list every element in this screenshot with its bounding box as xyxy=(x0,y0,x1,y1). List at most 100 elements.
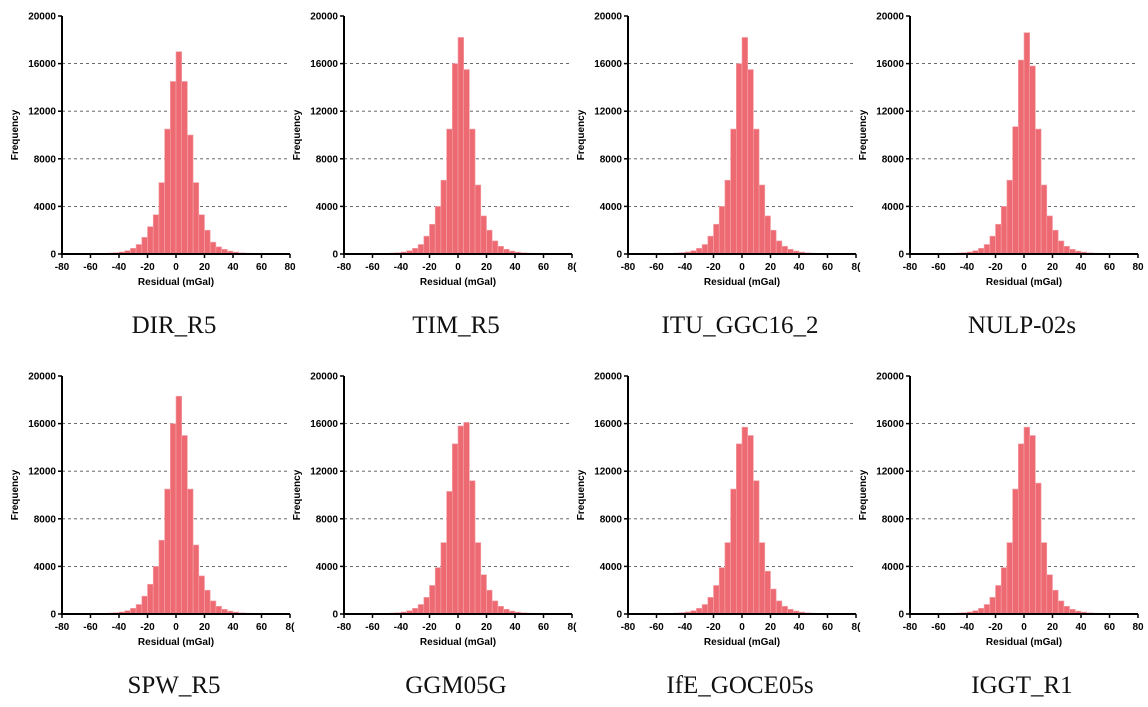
x-tick-label: -60 xyxy=(649,622,664,633)
histogram-bar xyxy=(204,229,211,255)
x-tick-label: -80 xyxy=(337,622,352,633)
x-tick-label: 0 xyxy=(1021,622,1027,633)
histogram-bar xyxy=(1040,184,1048,255)
x-tick-label: -80 xyxy=(621,262,636,273)
x-tick-label: 0 xyxy=(173,262,179,273)
histogram-bar xyxy=(1057,240,1065,255)
histogram-bar xyxy=(1052,589,1059,615)
y-tick-label: 0 xyxy=(616,610,622,621)
panel-caption: DIR_R5 xyxy=(132,312,217,339)
histogram-bar xyxy=(995,585,1002,615)
histogram-bar xyxy=(152,566,160,615)
panel-caption: ITU_GGC16_2 xyxy=(662,312,819,339)
histogram-bar xyxy=(486,229,493,255)
x-tick-label: 40 xyxy=(227,622,239,633)
histogram-bar xyxy=(491,240,499,255)
histogram-panel: 0 4000 8000 12000 16000 20000 -80 -60 -40 -20 0 20 4… xyxy=(858,372,1144,700)
x-tick-label: -40 xyxy=(678,622,693,633)
y-tick-label: 8000 xyxy=(882,154,905,165)
histogram-bar xyxy=(463,69,470,255)
histogram-bar xyxy=(198,575,205,615)
histogram-bar xyxy=(135,604,143,615)
histogram-bar xyxy=(983,244,991,255)
histogram-bar xyxy=(758,184,766,255)
histogram-bar xyxy=(451,63,459,255)
histogram-bar xyxy=(1063,605,1070,615)
y-tick-label: 20000 xyxy=(310,12,338,23)
histogram-bar xyxy=(1023,426,1030,615)
histogram-bar xyxy=(417,604,425,615)
y-tick-label: 8000 xyxy=(882,514,905,525)
histogram-bar xyxy=(158,539,165,615)
histogram-bar xyxy=(1046,574,1053,615)
histogram-bar xyxy=(1000,567,1008,615)
y-tick-label: 12000 xyxy=(876,107,904,118)
x-tick-label: -40 xyxy=(394,622,409,633)
histogram-bar xyxy=(1012,126,1019,255)
x-tick-label: -40 xyxy=(678,262,693,273)
x-tick-label: -80 xyxy=(337,262,352,273)
y-tick-label: 4000 xyxy=(316,202,339,213)
y-tick-label: 20000 xyxy=(310,372,338,383)
x-tick-label: 80 xyxy=(284,262,296,273)
y-tick-label: 16000 xyxy=(310,59,338,70)
y-tick-label: 16000 xyxy=(594,59,622,70)
histogram-bar xyxy=(147,226,154,255)
panel-caption: IfE_GOCE05s xyxy=(666,672,813,699)
histogram-bar xyxy=(1035,482,1042,615)
histogram-bar xyxy=(753,480,760,615)
x-tick-label: 0 xyxy=(739,262,745,273)
x-tick-label: 40 xyxy=(1075,622,1087,633)
histogram-panel: 0 4000 8000 12000 16000 20000 -80 -60 -40 -20 0 20 4… xyxy=(10,372,295,700)
y-tick-label: 8000 xyxy=(34,514,57,525)
histogram-bar xyxy=(730,488,737,615)
histogram-bar xyxy=(995,223,1002,255)
x-tick-label: -20 xyxy=(706,622,721,633)
x-tick-label: -20 xyxy=(422,262,437,273)
histogram-bar xyxy=(474,542,482,615)
histogram-bar xyxy=(158,182,165,255)
histogram-bar xyxy=(181,435,188,615)
y-tick-label: 16000 xyxy=(310,419,338,430)
histogram-bar xyxy=(192,544,200,615)
y-tick-label: 12000 xyxy=(594,467,622,478)
histogram-panel: 0 4000 8000 12000 16000 20000 -80 -60 -40 -20 0 20 4… xyxy=(576,372,861,700)
x-tick-label: -60 xyxy=(365,622,380,633)
y-tick-label: 0 xyxy=(332,610,338,621)
y-tick-label: 20000 xyxy=(28,372,56,383)
y-axis-title: Frequency xyxy=(10,469,21,520)
y-tick-label: 20000 xyxy=(28,12,56,23)
y-tick-label: 8000 xyxy=(34,154,57,165)
histogram-panel: 0 4000 8000 12000 16000 20000 -80 -60 -40 -20 0 20 4… xyxy=(10,12,296,340)
histogram-bar xyxy=(209,600,217,615)
histogram-panel: 0 4000 8000 12000 16000 20000 -80 -60 -40 -20 0 20 4… xyxy=(292,372,577,700)
x-tick-label: -40 xyxy=(960,262,975,273)
histogram-bar xyxy=(770,229,777,255)
x-tick-label: -80 xyxy=(903,262,918,273)
histogram-panel: 0 4000 8000 12000 16000 20000 -80 -60 -40 -20 0 20 4… xyxy=(858,12,1144,340)
x-tick-label: 20 xyxy=(1047,622,1059,633)
histogram-bar xyxy=(141,595,148,615)
x-tick-label: 20 xyxy=(481,262,493,273)
histogram-bar xyxy=(735,443,743,615)
x-axis-title: Residual (mGal) xyxy=(420,637,496,648)
x-tick-label: -80 xyxy=(55,622,70,633)
panel-caption: GGM05G xyxy=(405,672,506,699)
x-tick-label: -20 xyxy=(140,262,155,273)
histogram-bar xyxy=(141,237,148,255)
histogram-bar xyxy=(192,182,200,255)
x-tick-label: -40 xyxy=(960,622,975,633)
histogram-bar xyxy=(713,223,720,255)
x-tick-label: 80 xyxy=(1132,262,1144,273)
y-axis-title: Frequency xyxy=(858,469,869,520)
x-tick-label: -40 xyxy=(394,262,409,273)
histogram-bar xyxy=(747,69,754,255)
x-tick-label: -60 xyxy=(931,622,946,633)
histogram-bar xyxy=(764,215,771,255)
y-tick-label: 4000 xyxy=(34,562,57,573)
histogram-bar xyxy=(707,235,714,255)
x-axis-title: Residual (mGal) xyxy=(986,277,1062,288)
histogram-bar xyxy=(1006,179,1013,255)
histogram-bar xyxy=(989,597,996,615)
x-tick-label: -20 xyxy=(706,262,721,273)
